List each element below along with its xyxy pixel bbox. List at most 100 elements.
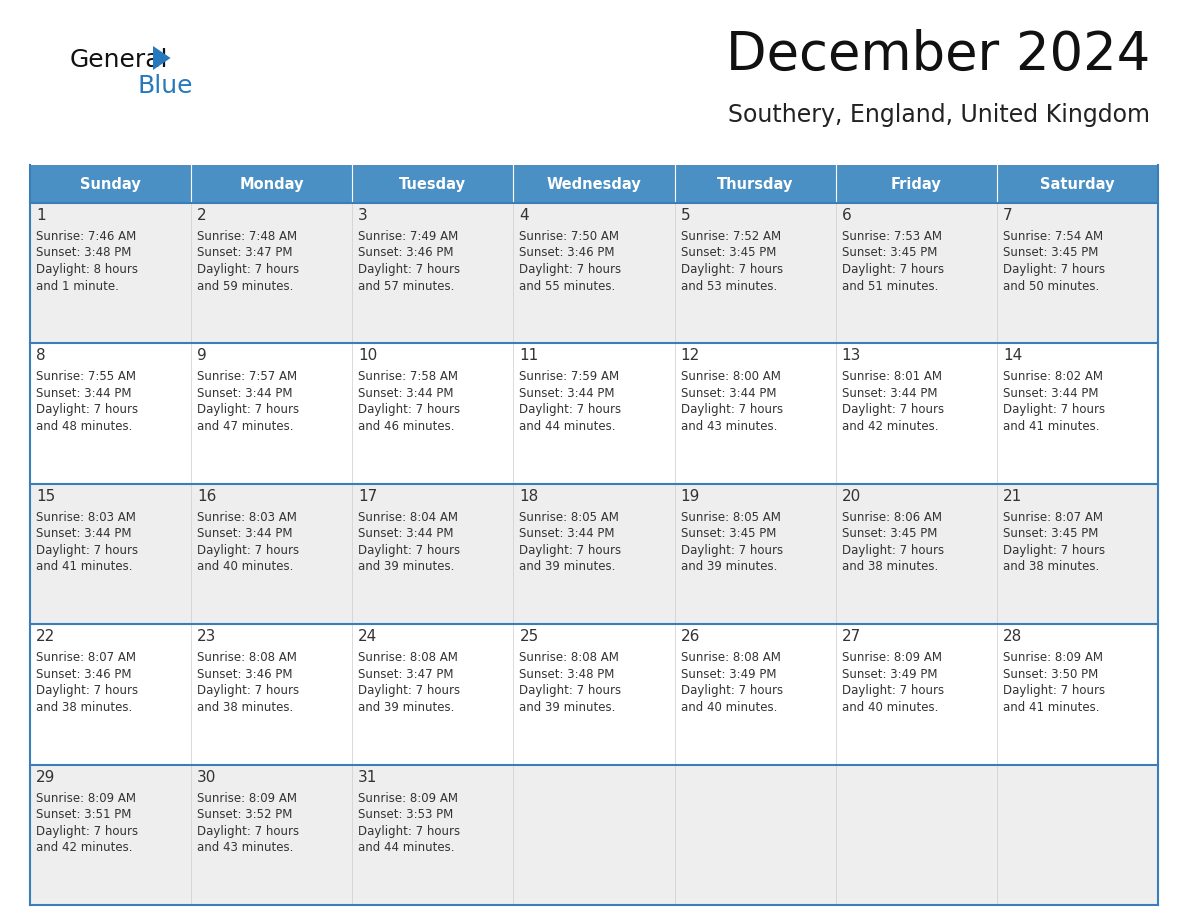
Text: and 42 minutes.: and 42 minutes. (842, 420, 939, 433)
Text: Sunrise: 8:08 AM: Sunrise: 8:08 AM (197, 651, 297, 665)
Text: Daylight: 7 hours: Daylight: 7 hours (842, 543, 943, 557)
Text: 1: 1 (36, 208, 45, 223)
Text: 24: 24 (359, 629, 378, 644)
Text: Sunset: 3:47 PM: Sunset: 3:47 PM (197, 247, 292, 260)
Text: 19: 19 (681, 488, 700, 504)
Text: Daylight: 7 hours: Daylight: 7 hours (681, 263, 783, 276)
Text: Daylight: 7 hours: Daylight: 7 hours (519, 403, 621, 417)
Text: 10: 10 (359, 349, 378, 364)
Text: and 48 minutes.: and 48 minutes. (36, 420, 132, 433)
Text: Sunset: 3:46 PM: Sunset: 3:46 PM (197, 667, 292, 681)
Text: Sunset: 3:44 PM: Sunset: 3:44 PM (36, 386, 132, 400)
Text: and 51 minutes.: and 51 minutes. (842, 279, 939, 293)
Text: and 38 minutes.: and 38 minutes. (842, 560, 939, 574)
Text: and 40 minutes.: and 40 minutes. (197, 560, 293, 574)
Text: Sunrise: 7:49 AM: Sunrise: 7:49 AM (359, 230, 459, 243)
Text: and 38 minutes.: and 38 minutes. (36, 700, 132, 713)
Text: Sunset: 3:45 PM: Sunset: 3:45 PM (681, 527, 776, 541)
Text: Sunset: 3:45 PM: Sunset: 3:45 PM (1003, 247, 1098, 260)
Text: Sunrise: 8:05 AM: Sunrise: 8:05 AM (681, 510, 781, 524)
Text: 7: 7 (1003, 208, 1012, 223)
Text: Sunrise: 8:09 AM: Sunrise: 8:09 AM (842, 651, 942, 665)
Text: and 43 minutes.: and 43 minutes. (197, 841, 293, 854)
Text: Friday: Friday (891, 176, 942, 192)
Text: Sunrise: 8:09 AM: Sunrise: 8:09 AM (36, 791, 135, 804)
Text: Daylight: 7 hours: Daylight: 7 hours (842, 403, 943, 417)
Text: 11: 11 (519, 349, 538, 364)
Text: Daylight: 8 hours: Daylight: 8 hours (36, 263, 138, 276)
Text: Daylight: 7 hours: Daylight: 7 hours (681, 684, 783, 697)
Text: Sunrise: 7:59 AM: Sunrise: 7:59 AM (519, 370, 620, 384)
Text: and 39 minutes.: and 39 minutes. (519, 560, 615, 574)
Text: Sunrise: 7:55 AM: Sunrise: 7:55 AM (36, 370, 135, 384)
Polygon shape (153, 46, 171, 70)
Text: 13: 13 (842, 349, 861, 364)
Text: and 1 minute.: and 1 minute. (36, 279, 119, 293)
Bar (353, 165, 513, 203)
Text: Daylight: 7 hours: Daylight: 7 hours (519, 543, 621, 557)
Text: and 38 minutes.: and 38 minutes. (1003, 560, 1099, 574)
Text: 26: 26 (681, 629, 700, 644)
Text: Daylight: 7 hours: Daylight: 7 hours (359, 403, 461, 417)
Text: and 53 minutes.: and 53 minutes. (681, 279, 777, 293)
Text: Sunset: 3:48 PM: Sunset: 3:48 PM (36, 247, 132, 260)
Text: Daylight: 7 hours: Daylight: 7 hours (681, 403, 783, 417)
Text: and 43 minutes.: and 43 minutes. (681, 420, 777, 433)
Text: 31: 31 (359, 769, 378, 785)
Text: 23: 23 (197, 629, 216, 644)
Text: Sunset: 3:46 PM: Sunset: 3:46 PM (519, 247, 615, 260)
Text: and 41 minutes.: and 41 minutes. (36, 560, 133, 574)
Text: Sunrise: 8:08 AM: Sunrise: 8:08 AM (681, 651, 781, 665)
Text: Sunrise: 7:50 AM: Sunrise: 7:50 AM (519, 230, 619, 243)
Text: Sunrise: 8:09 AM: Sunrise: 8:09 AM (197, 791, 297, 804)
Text: and 46 minutes.: and 46 minutes. (359, 420, 455, 433)
Text: Sunrise: 8:07 AM: Sunrise: 8:07 AM (1003, 510, 1102, 524)
Text: Sunset: 3:46 PM: Sunset: 3:46 PM (36, 667, 132, 681)
Text: Monday: Monday (240, 176, 304, 192)
Text: Sunrise: 8:01 AM: Sunrise: 8:01 AM (842, 370, 942, 384)
Bar (30, 624, 1158, 765)
Text: Sunset: 3:45 PM: Sunset: 3:45 PM (681, 247, 776, 260)
Text: Sunset: 3:50 PM: Sunset: 3:50 PM (1003, 667, 1098, 681)
Text: Blue: Blue (138, 74, 194, 98)
Text: Sunset: 3:44 PM: Sunset: 3:44 PM (519, 527, 615, 541)
Text: Daylight: 7 hours: Daylight: 7 hours (842, 263, 943, 276)
Text: Sunrise: 7:54 AM: Sunrise: 7:54 AM (1003, 230, 1102, 243)
Bar (30, 765, 1158, 905)
Text: and 50 minutes.: and 50 minutes. (1003, 279, 1099, 293)
Bar (30, 343, 1158, 484)
Text: Sunrise: 8:00 AM: Sunrise: 8:00 AM (681, 370, 781, 384)
Text: Sunset: 3:44 PM: Sunset: 3:44 PM (519, 386, 615, 400)
Text: Sunset: 3:49 PM: Sunset: 3:49 PM (681, 667, 776, 681)
Text: and 40 minutes.: and 40 minutes. (842, 700, 939, 713)
Text: Sunset: 3:44 PM: Sunset: 3:44 PM (197, 386, 292, 400)
Text: 27: 27 (842, 629, 861, 644)
Text: Sunrise: 8:09 AM: Sunrise: 8:09 AM (1003, 651, 1102, 665)
Text: Sunrise: 8:09 AM: Sunrise: 8:09 AM (359, 791, 459, 804)
Text: Daylight: 7 hours: Daylight: 7 hours (519, 263, 621, 276)
Text: and 42 minutes.: and 42 minutes. (36, 841, 133, 854)
Text: 21: 21 (1003, 488, 1022, 504)
Text: Daylight: 7 hours: Daylight: 7 hours (197, 543, 299, 557)
Text: and 47 minutes.: and 47 minutes. (197, 420, 293, 433)
Text: Sunset: 3:45 PM: Sunset: 3:45 PM (842, 527, 937, 541)
Text: Daylight: 7 hours: Daylight: 7 hours (359, 684, 461, 697)
Bar (675, 165, 835, 203)
Bar (30, 203, 1158, 343)
Text: Sunday: Sunday (81, 176, 141, 192)
Text: Sunset: 3:47 PM: Sunset: 3:47 PM (359, 667, 454, 681)
Text: Sunrise: 7:48 AM: Sunrise: 7:48 AM (197, 230, 297, 243)
Text: Daylight: 7 hours: Daylight: 7 hours (36, 543, 138, 557)
Text: and 39 minutes.: and 39 minutes. (359, 700, 455, 713)
Text: Sunset: 3:44 PM: Sunset: 3:44 PM (842, 386, 937, 400)
Text: Daylight: 7 hours: Daylight: 7 hours (359, 543, 461, 557)
Text: Sunrise: 8:05 AM: Sunrise: 8:05 AM (519, 510, 619, 524)
Text: Sunset: 3:48 PM: Sunset: 3:48 PM (519, 667, 615, 681)
Text: Daylight: 7 hours: Daylight: 7 hours (1003, 543, 1105, 557)
Text: 12: 12 (681, 349, 700, 364)
Bar (30, 165, 191, 203)
Text: 16: 16 (197, 488, 216, 504)
Text: Daylight: 7 hours: Daylight: 7 hours (519, 684, 621, 697)
Text: 15: 15 (36, 488, 56, 504)
Text: Sunrise: 8:06 AM: Sunrise: 8:06 AM (842, 510, 942, 524)
